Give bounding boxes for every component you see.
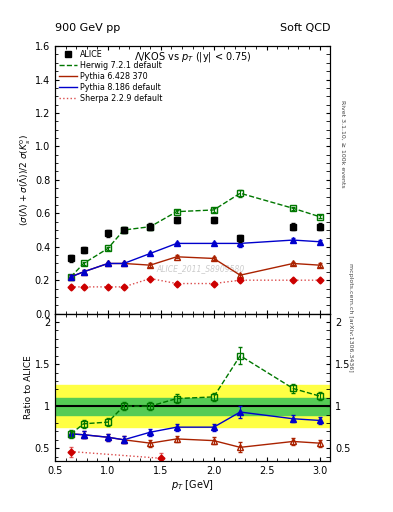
Line: ALICE: ALICE bbox=[68, 217, 323, 262]
Herwig 7.2.1 default bbox=[106, 245, 110, 251]
ALICE bbox=[174, 217, 179, 223]
Pythia 6.428 370 bbox=[317, 262, 322, 268]
Sherpa 2.2.9 default bbox=[106, 284, 110, 290]
Herwig 7.2.1 default bbox=[148, 224, 152, 230]
Pythia 8.186 default bbox=[211, 240, 216, 246]
Pythia 8.186 default bbox=[238, 240, 242, 246]
Bar bbox=[55, 385, 330, 427]
Text: ALICE_2011_S8909580: ALICE_2011_S8909580 bbox=[157, 264, 245, 273]
Sherpa 2.2.9 default bbox=[211, 281, 216, 287]
Sherpa 2.2.9 default bbox=[291, 277, 296, 283]
ALICE bbox=[68, 255, 73, 262]
Text: Soft QCD: Soft QCD bbox=[280, 23, 330, 33]
Herwig 7.2.1 default bbox=[121, 227, 126, 233]
Legend: ALICE, Herwig 7.2.1 default, Pythia 6.428 370, Pythia 8.186 default, Sherpa 2.2.: ALICE, Herwig 7.2.1 default, Pythia 6.42… bbox=[57, 49, 164, 105]
Pythia 8.186 default bbox=[81, 269, 86, 275]
Text: $\Lambda$/KOS vs $p_T$ (|y| < 0.75): $\Lambda$/KOS vs $p_T$ (|y| < 0.75) bbox=[134, 50, 251, 64]
Pythia 6.428 370 bbox=[68, 274, 73, 280]
Herwig 7.2.1 default bbox=[238, 190, 242, 196]
Pythia 6.428 370 bbox=[121, 261, 126, 267]
Line: Pythia 8.186 default: Pythia 8.186 default bbox=[71, 240, 320, 277]
Y-axis label: $(\sigma(\Lambda)+\sigma(\bar{\Lambda}))/2\ \sigma(K^0_s)$: $(\sigma(\Lambda)+\sigma(\bar{\Lambda}))… bbox=[18, 134, 33, 226]
Sherpa 2.2.9 default bbox=[81, 284, 86, 290]
Pythia 6.428 370 bbox=[81, 269, 86, 275]
Line: Herwig 7.2.1 default: Herwig 7.2.1 default bbox=[71, 193, 320, 277]
Herwig 7.2.1 default bbox=[68, 274, 73, 280]
Herwig 7.2.1 default bbox=[81, 261, 86, 267]
ALICE bbox=[106, 230, 110, 237]
Herwig 7.2.1 default bbox=[291, 205, 296, 211]
Sherpa 2.2.9 default bbox=[121, 284, 126, 290]
Pythia 6.428 370 bbox=[106, 261, 110, 267]
Bar bbox=[55, 398, 330, 415]
Sherpa 2.2.9 default bbox=[238, 277, 242, 283]
Sherpa 2.2.9 default bbox=[148, 275, 152, 282]
Pythia 6.428 370 bbox=[148, 262, 152, 268]
Pythia 8.186 default bbox=[317, 239, 322, 245]
Herwig 7.2.1 default bbox=[317, 214, 322, 220]
Sherpa 2.2.9 default bbox=[317, 277, 322, 283]
ALICE bbox=[148, 224, 152, 230]
Y-axis label: Ratio to ALICE: Ratio to ALICE bbox=[24, 355, 33, 419]
Pythia 6.428 370 bbox=[174, 254, 179, 260]
Pythia 8.186 default bbox=[68, 274, 73, 280]
Pythia 8.186 default bbox=[291, 237, 296, 243]
Pythia 8.186 default bbox=[148, 250, 152, 257]
ALICE bbox=[291, 224, 296, 230]
Pythia 8.186 default bbox=[121, 261, 126, 267]
Pythia 8.186 default bbox=[174, 240, 179, 246]
Pythia 6.428 370 bbox=[211, 255, 216, 262]
Text: mcplots.cern.ch [arXiv:1306.3436]: mcplots.cern.ch [arXiv:1306.3436] bbox=[348, 263, 353, 372]
ALICE bbox=[121, 227, 126, 233]
Pythia 8.186 default bbox=[106, 261, 110, 267]
ALICE bbox=[238, 236, 242, 242]
X-axis label: $p_T$ [GeV]: $p_T$ [GeV] bbox=[171, 478, 214, 493]
Line: Sherpa 2.2.9 default: Sherpa 2.2.9 default bbox=[71, 279, 320, 287]
ALICE bbox=[81, 247, 86, 253]
Pythia 6.428 370 bbox=[238, 272, 242, 278]
Herwig 7.2.1 default bbox=[211, 207, 216, 213]
Herwig 7.2.1 default bbox=[174, 208, 179, 215]
ALICE bbox=[211, 217, 216, 223]
Line: Pythia 6.428 370: Pythia 6.428 370 bbox=[71, 257, 320, 277]
Sherpa 2.2.9 default bbox=[68, 284, 73, 290]
Sherpa 2.2.9 default bbox=[174, 281, 179, 287]
Pythia 6.428 370 bbox=[291, 261, 296, 267]
ALICE bbox=[317, 224, 322, 230]
Text: 900 GeV pp: 900 GeV pp bbox=[55, 23, 120, 33]
Text: Rivet 3.1.10, ≥ 100k events: Rivet 3.1.10, ≥ 100k events bbox=[340, 99, 345, 187]
